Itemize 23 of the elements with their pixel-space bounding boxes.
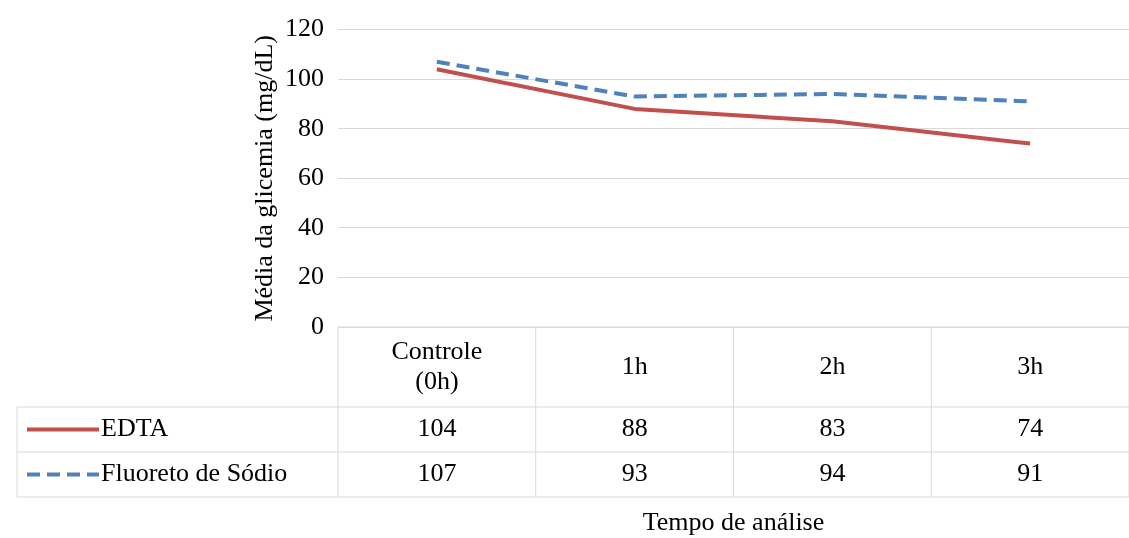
x-tick-label: 1h [621,350,648,380]
data-label: 104 [417,413,457,443]
legend-label: Fluoreto de Sódio [101,458,288,488]
y-tick-label: 0 [311,310,324,340]
y-axis-title: Média da glicemia (mg/dL) [249,34,279,322]
x-axis-title: Tempo de análise [642,506,825,536]
x-tick-label: 2h [819,350,846,380]
x-tick-label: Controle (0h) [391,335,483,395]
data-label: 83 [819,413,846,443]
y-tick-label: 100 [285,62,324,92]
data-label: 107 [417,458,457,488]
y-tick-label: 120 [285,13,324,43]
y-tick-label: 80 [298,112,324,142]
y-tick-label: 40 [298,211,324,241]
y-tick-label: 20 [298,261,324,291]
data-label: 88 [621,413,648,443]
data-label: 93 [621,458,648,488]
x-tick-label: 3h [1017,350,1044,380]
y-tick-label: 60 [298,162,324,192]
data-label: 91 [1017,458,1044,488]
data-label: 74 [1017,413,1044,443]
legend-label: EDTA [101,413,169,443]
data-label: 94 [819,458,846,488]
